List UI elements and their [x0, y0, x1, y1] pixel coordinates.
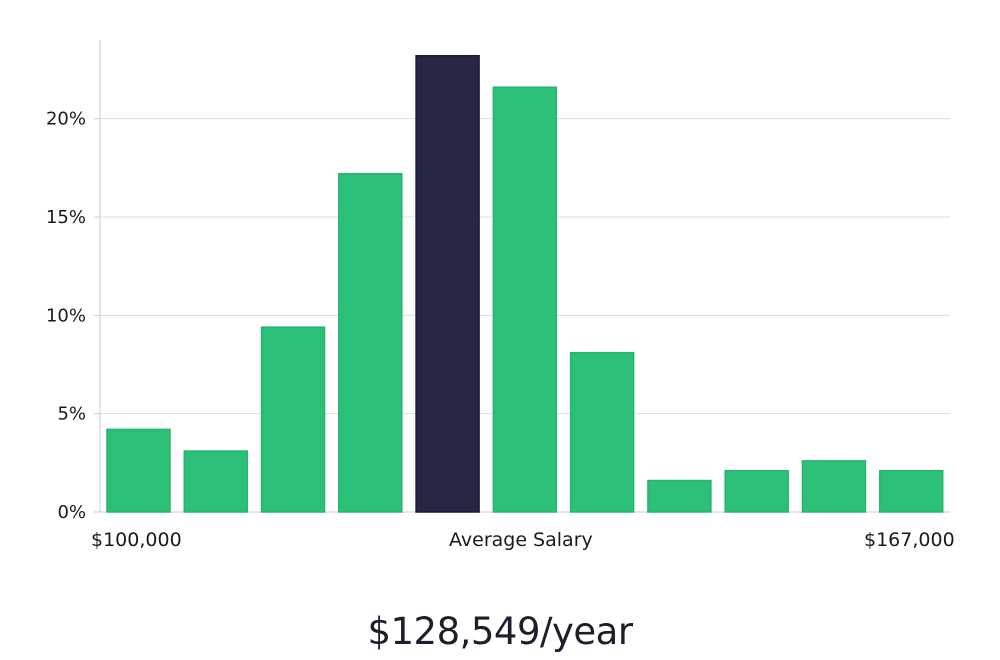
- bar: [878, 469, 944, 513]
- bar: [647, 479, 712, 513]
- bar: [106, 428, 171, 513]
- average-salary-value: $128,549/year: [367, 610, 633, 653]
- bar: [724, 469, 789, 513]
- y-tick-label: 0%: [57, 502, 86, 523]
- y-tick-label: 20%: [46, 109, 86, 130]
- bar: [260, 326, 326, 513]
- salary-histogram: 0% 5% 10% 15% 20% $100,000 Average Salary $1…: [46, 40, 955, 551]
- bar: [338, 172, 403, 513]
- bar: [801, 460, 867, 513]
- chart-area: 0% 5% 10% 15% 20%: [46, 40, 950, 523]
- x-axis-title: Average Salary: [449, 529, 593, 551]
- y-tick-label: 5%: [57, 404, 86, 425]
- chart-svg: 0% 5% 10% 15% 20%: [46, 40, 950, 523]
- bar-highlighted-average: [415, 54, 480, 513]
- y-tick-label: 10%: [46, 305, 86, 326]
- bar: [492, 86, 558, 513]
- bar: [183, 450, 249, 513]
- x-axis-max-label: $167,000: [864, 529, 955, 551]
- y-tick-label: 15%: [46, 207, 86, 228]
- x-axis-min-label: $100,000: [91, 529, 182, 551]
- bar: [569, 351, 635, 513]
